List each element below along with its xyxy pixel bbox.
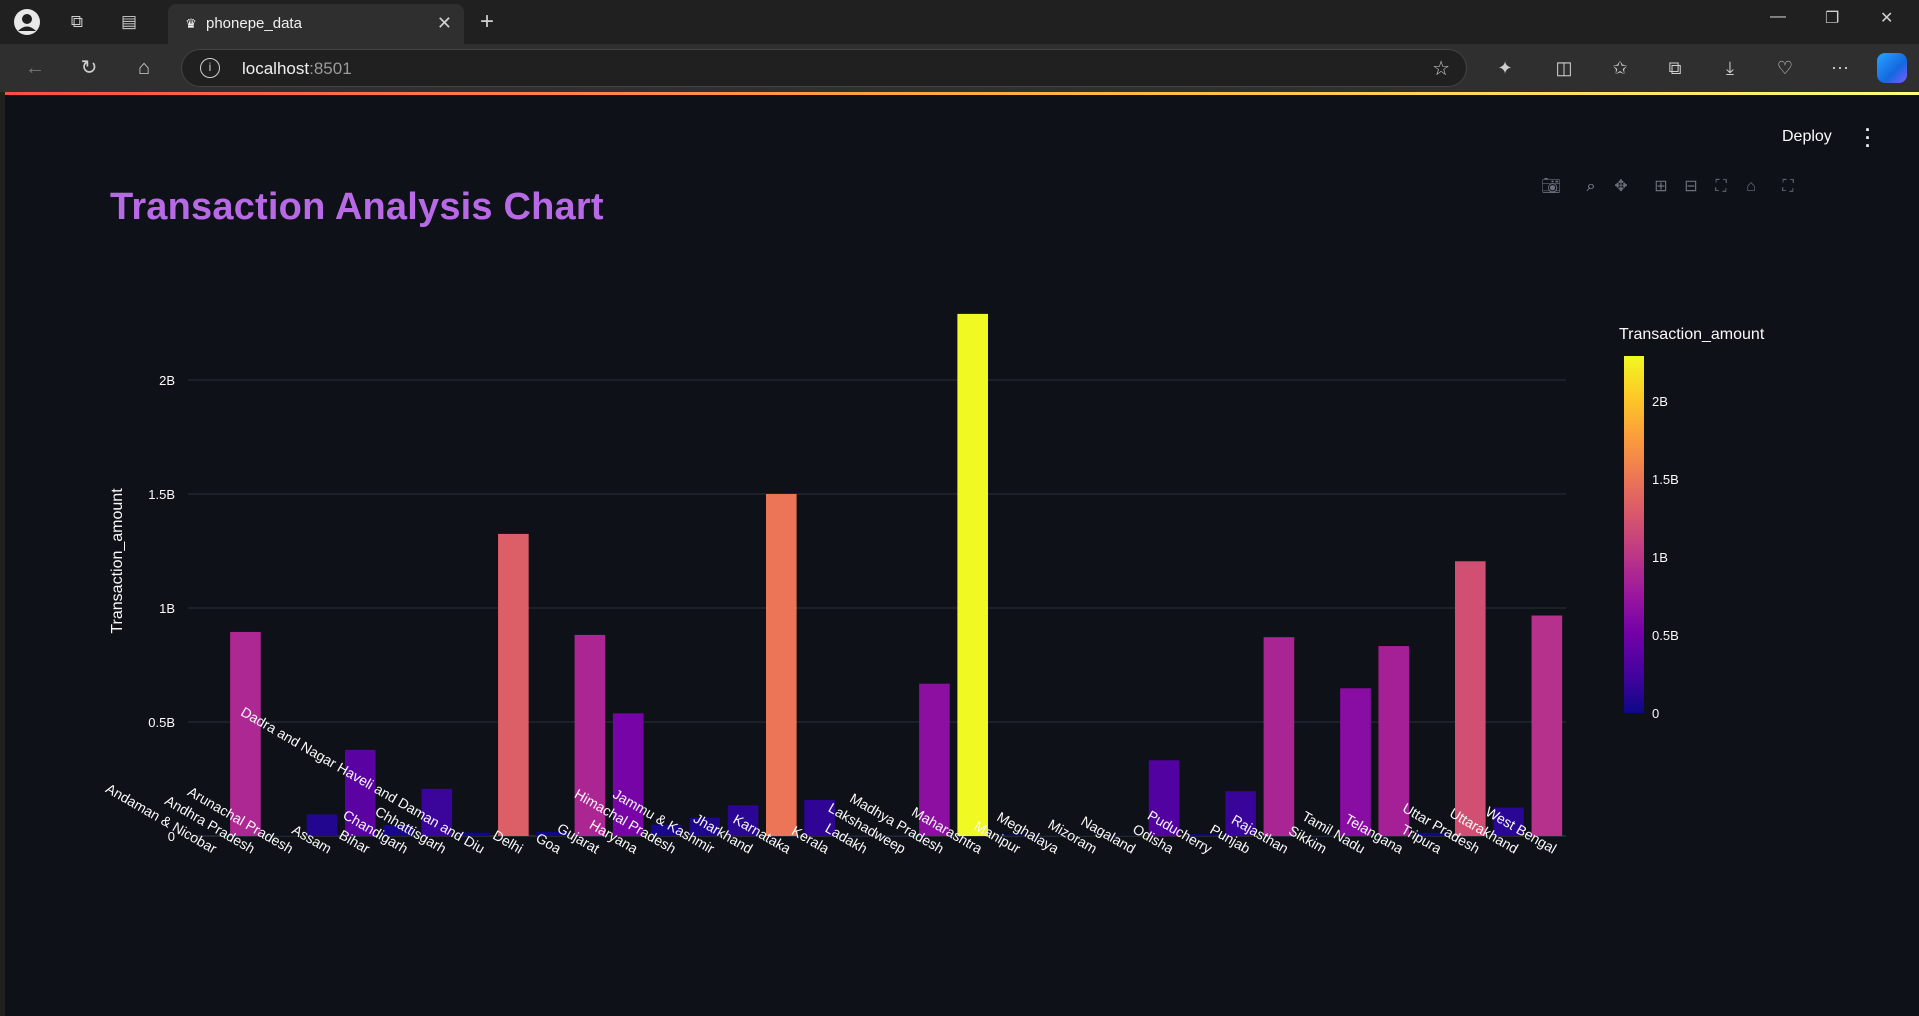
navigation-bar: ← ↻ ⌂ i localhost:8501 ☆ ✦ ◫ ✩ ⧉ ⤓ ♡ ⋯ — [0, 44, 1919, 92]
restore-icon[interactable]: ❐ — [1825, 10, 1840, 27]
close-tab-icon[interactable]: ✕ — [436, 13, 452, 33]
profile-avatar-icon[interactable] — [13, 8, 41, 36]
browser-essentials-icon[interactable]: ♡ — [1776, 58, 1794, 78]
url-port: :8501 — [309, 59, 352, 78]
deploy-button[interactable]: Deploy — [1782, 128, 1832, 145]
close-window-icon[interactable]: ✕ — [1880, 10, 1894, 27]
reset-axes-icon[interactable]: ⌂ — [1746, 178, 1756, 195]
page-title: Transaction Analysis Chart — [110, 186, 604, 228]
vertical-tabs-icon[interactable]: ▤ — [120, 12, 138, 31]
more-options-icon[interactable]: ⋯ — [1831, 58, 1849, 78]
downloads-icon[interactable]: ⤓ — [1726, 58, 1734, 78]
url-text: localhost:8501 — [242, 59, 352, 79]
minimize-icon[interactable]: — — [1770, 8, 1786, 25]
refresh-icon[interactable]: ↻ — [80, 57, 98, 79]
streamlit-app — [5, 92, 1919, 1016]
workspaces-icon[interactable]: ⧉ — [70, 12, 84, 31]
fullscreen-icon[interactable]: ⛶ — [1782, 178, 1794, 195]
tab-bar: ⧉ ▤ ♛ phonepe_data ✕ + — ❐ ✕ — [0, 0, 1919, 44]
extensions-icon[interactable]: ✦ — [1497, 58, 1513, 78]
address-bar[interactable]: i localhost:8501 ☆ — [181, 49, 1467, 87]
favorite-star-icon[interactable]: ☆ — [1432, 58, 1450, 80]
url-host: localhost — [242, 59, 310, 78]
zoom-icon[interactable]: ⌕ — [1586, 178, 1596, 195]
split-screen-icon[interactable]: ◫ — [1555, 58, 1573, 78]
favorites-icon[interactable]: ✩ — [1612, 58, 1628, 78]
tab-title: phonepe_data — [206, 15, 302, 32]
zoom-out-icon[interactable]: ⊟ — [1684, 178, 1698, 195]
camera-icon[interactable]: 📷︎ — [1540, 178, 1562, 195]
back-icon[interactable]: ← — [25, 57, 45, 79]
copilot-icon[interactable] — [1877, 53, 1907, 83]
streamlit-header-decoration — [5, 92, 1919, 95]
browser-tab[interactable]: ♛ phonepe_data ✕ — [168, 4, 464, 44]
new-tab-icon[interactable]: + — [480, 8, 495, 35]
home-icon[interactable]: ⌂ — [137, 57, 151, 79]
main-menu-icon[interactable]: · · · — [1865, 120, 1871, 156]
zoom-in-icon[interactable]: ⊞ — [1654, 178, 1668, 195]
autoscale-icon[interactable]: ⛶ — [1715, 178, 1727, 195]
pan-icon[interactable]: ✥ — [1614, 178, 1628, 195]
site-info-icon[interactable]: i — [200, 58, 220, 78]
streamlit-favicon: ♛ — [185, 16, 197, 31]
collections-icon[interactable]: ⧉ — [1668, 58, 1682, 78]
